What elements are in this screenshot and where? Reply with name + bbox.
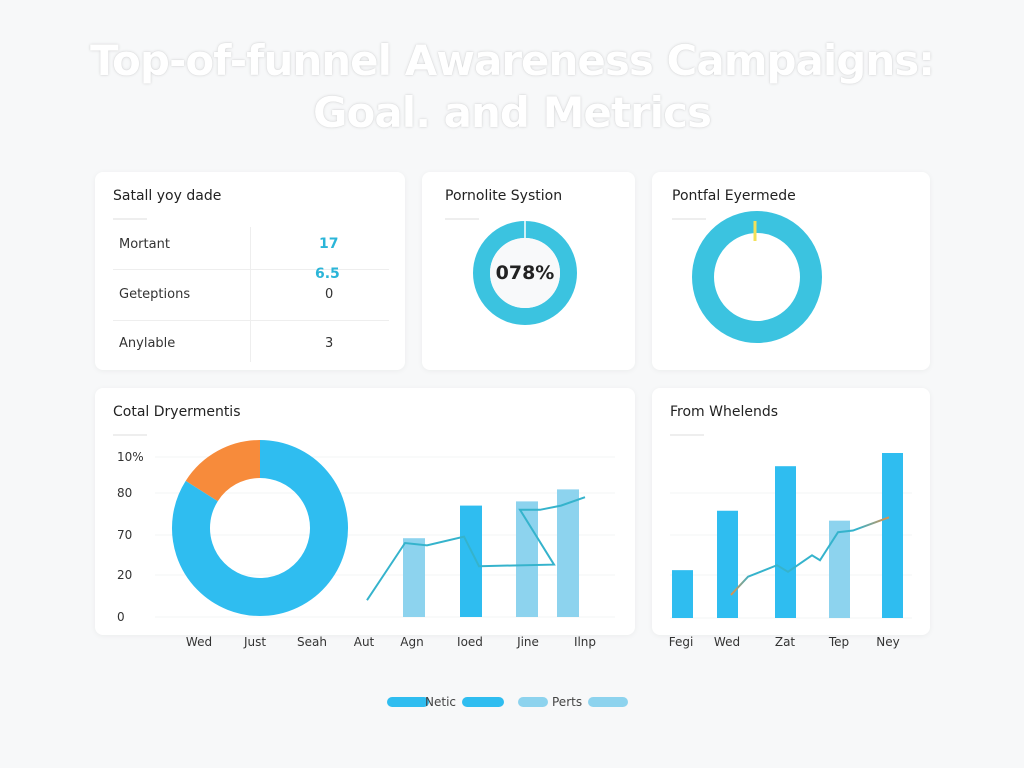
x-tick-label: Jine — [516, 635, 539, 649]
divider — [113, 269, 389, 270]
donut-chart — [473, 221, 577, 325]
x-tick-label: Wed — [186, 635, 212, 649]
x-tick-label: Ioed — [457, 635, 483, 649]
bar — [672, 570, 693, 618]
y-tick-label: 10% — [117, 450, 144, 464]
donut-chart — [692, 211, 822, 343]
row-label: Anylable — [119, 336, 176, 351]
x-tick-label: Zat — [775, 635, 796, 649]
bar — [516, 501, 538, 617]
card-title: Cotal Dryermentis — [113, 404, 241, 420]
y-tick-label: 20 — [117, 568, 132, 582]
combo-chart-card: Cotal Dryermentis 10% 80 70 20 0 Wed Just Seah A… — [95, 388, 635, 649]
card-title: Pontfal Eyermede — [672, 188, 796, 204]
bar-chart: Fegi Wed Zat Tep Ney — [669, 453, 912, 649]
page-title-line1: Top-of-funnel Awareness Campaigns: — [89, 36, 935, 85]
divider — [113, 218, 147, 220]
divider — [113, 320, 389, 321]
donut-center-label: 078% — [495, 262, 555, 284]
line-series — [366, 496, 586, 601]
row-value: 0 — [325, 287, 334, 302]
bar — [403, 538, 425, 617]
bar — [882, 453, 903, 618]
donut-card: Pornolite Systion 078% — [422, 172, 635, 370]
row-value: 17 — [319, 236, 339, 252]
legend-swatch — [462, 697, 504, 707]
x-tick-label: Tep — [828, 635, 849, 649]
x-tick-label: Fegi — [669, 635, 694, 649]
bar — [829, 520, 850, 618]
x-tick-label: Just — [243, 635, 266, 649]
legend-label: Perts — [552, 695, 583, 709]
donut-slice — [185, 440, 261, 502]
legend-swatch — [518, 697, 548, 707]
row-extra-value: 6.5 — [315, 266, 340, 282]
y-tick-label: 80 — [117, 486, 132, 500]
bar — [557, 489, 579, 617]
y-tick-label: 0 — [117, 610, 125, 624]
donut-slice — [172, 440, 348, 616]
page-title-line2: Goal. and Metrics — [313, 88, 712, 137]
bar — [775, 466, 796, 618]
y-tick-label: 70 — [117, 528, 132, 542]
legend-swatch — [588, 697, 628, 707]
card-title: Pornolite Systion — [445, 188, 563, 204]
bar — [460, 505, 482, 617]
x-tick-label: Ney — [876, 635, 899, 649]
legend-label: Netic — [425, 695, 456, 709]
divider — [670, 434, 704, 436]
bar-chart-card: From Whelends Fegi Wed Zat Tep Ney — [652, 388, 930, 649]
combo-chart: 10% 80 70 20 0 Wed Just Seah Aut Agn Ioed Jine Ilnp — [117, 440, 615, 649]
row-label: Mortant — [119, 237, 170, 252]
divider — [250, 227, 251, 362]
legend-swatch — [387, 697, 429, 707]
divider — [113, 434, 147, 436]
bar — [717, 510, 738, 618]
divider — [445, 218, 479, 220]
x-tick-label: Wed — [714, 635, 740, 649]
row-label: Geteptions — [119, 287, 191, 302]
x-tick-label: Aut — [354, 635, 375, 649]
donut-ring — [692, 211, 822, 343]
card-title: Satall yoy dade — [113, 188, 222, 204]
line-series — [730, 516, 890, 596]
donut-center — [490, 238, 560, 308]
x-tick-label: Agn — [400, 635, 423, 649]
divider — [672, 218, 706, 220]
card-title: From Whelends — [670, 404, 779, 420]
row-value: 3 — [325, 336, 334, 351]
donut-card: Pontfal Eyermede — [652, 172, 930, 370]
x-tick-label: Ilnp — [574, 635, 596, 649]
x-tick-label: Seah — [297, 635, 327, 649]
stats-card: Satall yoy dade Mortant 17 6.5 Geteption… — [95, 172, 405, 370]
